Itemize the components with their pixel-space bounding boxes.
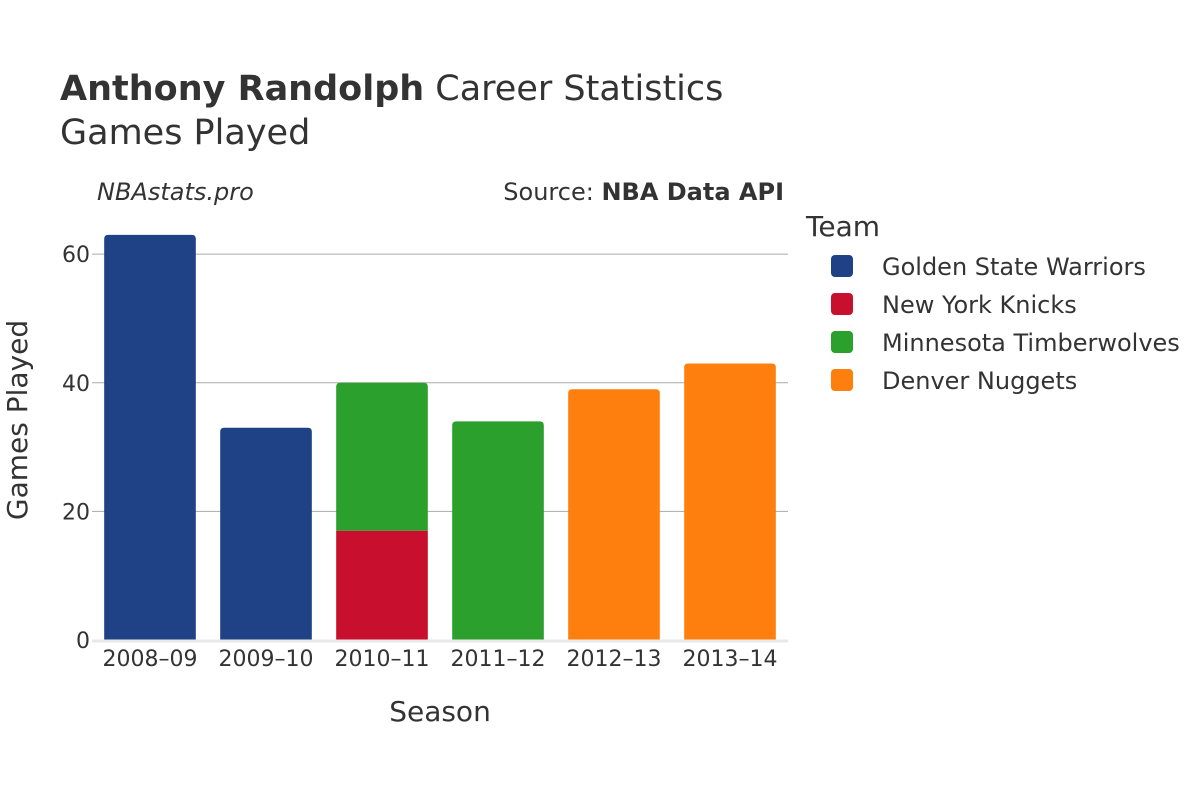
bar-denver-nuggets-2013-14: [684, 363, 776, 640]
watermark: NBAstats.pro: [97, 178, 254, 206]
legend: Golden State Warriors New York Knicks Minn…: [831, 253, 1180, 395]
y-tick-label: 40: [62, 372, 90, 397]
y-tick-label: 0: [76, 629, 90, 654]
legend-item-new-york-knicks[interactable]: New York Knicks: [831, 291, 1077, 319]
x-tick-label: 2010–11: [335, 647, 430, 672]
legend-title: Team: [805, 210, 880, 243]
y-axis-title: Games Played: [1, 320, 34, 520]
bar-denver-nuggets-2012-13: [568, 389, 660, 640]
legend-item-denver-nuggets[interactable]: Denver Nuggets: [831, 367, 1077, 395]
y-axis-ticks: 0 20 40 60: [62, 243, 90, 654]
bars: [104, 234, 776, 640]
bar-minnesota-timberwolves-2011-12: [452, 421, 544, 640]
legend-swatch: [831, 255, 853, 277]
bar-golden-state-warriors-2008-09: [104, 234, 196, 640]
legend-label: New York Knicks: [882, 291, 1077, 319]
gridlines: [92, 253, 788, 512]
x-tick-label: 2011–12: [451, 647, 546, 672]
legend-label: Golden State Warriors: [882, 253, 1146, 281]
player-name: Anthony Randolph: [60, 69, 424, 109]
bar-golden-state-warriors-2009-10: [220, 427, 312, 640]
x-tick-label: 2008–09: [103, 647, 198, 672]
bar-minnesota-timberwolves-2010-11: [336, 382, 428, 531]
source-credit: Source: NBA Data API: [503, 178, 784, 206]
x-axis-title: Season: [389, 695, 491, 728]
legend-label: Denver Nuggets: [882, 367, 1077, 395]
source-prefix: Source:: [503, 178, 601, 206]
legend-label: Minnesota Timberwolves: [882, 329, 1180, 357]
legend-swatch: [831, 293, 853, 315]
title-rest: Career Statistics: [424, 69, 723, 109]
y-tick-label: 60: [62, 243, 90, 268]
chart-title: Anthony Randolph Career Statistics: [60, 69, 723, 109]
chart-subtitle: Games Played: [60, 113, 310, 153]
x-tick-label: 2013–14: [683, 647, 778, 672]
bar-new-york-knicks-2010-11: [336, 530, 428, 640]
legend-swatch: [831, 369, 853, 391]
legend-item-golden-state-warriors[interactable]: Golden State Warriors: [831, 253, 1146, 281]
legend-item-minnesota-timberwolves[interactable]: Minnesota Timberwolves: [831, 329, 1180, 357]
x-tick-label: 2009–10: [219, 647, 314, 672]
x-tick-label: 2012–13: [567, 647, 662, 672]
source-name: NBA Data API: [601, 178, 784, 206]
x-axis-ticks: 2008–09 2009–10 2010–11 2011–12 2012–13 2013–…: [103, 647, 778, 672]
legend-swatch: [831, 331, 853, 353]
y-tick-label: 20: [62, 500, 90, 525]
